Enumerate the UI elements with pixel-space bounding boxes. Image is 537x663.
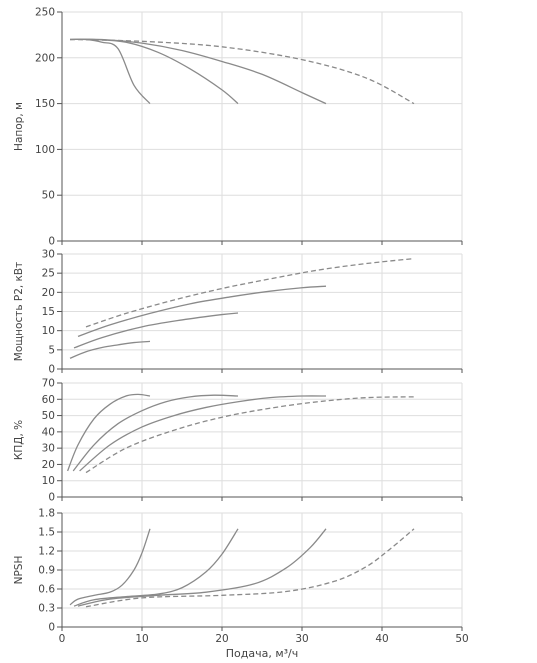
y-tick-label: 0: [48, 236, 55, 248]
y-tick-label: 20: [42, 287, 55, 299]
y-axis-label: КПД, %: [13, 420, 25, 460]
x-tick-label: 50: [455, 633, 468, 645]
series-line-npsh-4: [85, 528, 415, 608]
series-line-efficiency-4: [85, 396, 415, 474]
y-tick-label: 1.5: [38, 527, 55, 539]
y-tick-label: 0: [48, 622, 55, 634]
series-line-head-4: [69, 38, 415, 105]
y-tick-label: 150: [35, 98, 55, 110]
panel-head: 0 50 100 150 200 250 Напор, м: [13, 7, 463, 248]
y-tick-label: 0.3: [38, 603, 55, 615]
series-line-head-1: [69, 38, 151, 105]
y-tick-label: 1.2: [38, 546, 55, 558]
y-tick-label: 20: [42, 459, 55, 471]
series-line-npsh-1: [69, 528, 151, 606]
y-tick-label: 40: [42, 426, 55, 438]
y-tick-label: 200: [35, 52, 55, 64]
y-tick-label: 70: [42, 378, 55, 390]
y-tick-label: 0.9: [38, 565, 55, 577]
y-tick-label: 10: [42, 475, 55, 487]
series-line-head-3: [69, 38, 327, 105]
y-tick-label: 50: [42, 190, 55, 202]
x-tick-label: 20: [215, 633, 228, 645]
series-line-efficiency-2: [72, 394, 239, 472]
y-tick-label: 250: [35, 7, 55, 19]
series-line-power-2: [73, 312, 239, 349]
series-line-power-3: [77, 285, 327, 338]
series-line-power-1: [69, 340, 151, 359]
y-tick-label: 15: [42, 306, 55, 318]
y-axis-label: Напор, м: [13, 102, 25, 151]
y-tick-label: 30: [42, 443, 55, 455]
y-tick-label: 30: [42, 249, 55, 261]
panel-efficiency: 0 10 20 30 40 50 60 70 КПД, %: [13, 378, 463, 504]
x-tick-label: 10: [135, 633, 148, 645]
y-axis-label: NPSH: [13, 556, 25, 585]
series-line-power-4: [85, 257, 415, 328]
y-tick-label: 1.8: [38, 508, 55, 520]
y-tick-label: 0.6: [38, 584, 55, 596]
y-tick-label: 60: [42, 394, 55, 406]
y-tick-label: 0: [48, 364, 55, 376]
series-line-npsh-3: [77, 528, 327, 607]
series-line-head-2: [69, 38, 239, 105]
panel-npsh: 0 0.3 0.6 0.9 1.2 1.5 1.8 0 10 20 30 40 50 NPSH Подача…: [13, 508, 469, 661]
series-line-efficiency-3: [79, 395, 327, 472]
y-tick-label: 25: [42, 268, 55, 280]
series-line-npsh-2: [73, 528, 239, 607]
x-tick-label: 30: [295, 633, 308, 645]
y-tick-label: 5: [48, 344, 55, 356]
x-tick-label: 0: [59, 633, 66, 645]
y-tick-label: 0: [48, 492, 55, 504]
x-tick-label: 40: [375, 633, 388, 645]
y-tick-label: 100: [35, 144, 55, 156]
series-line-efficiency-1: [66, 393, 151, 472]
panel-power: 0 5 10 15 20 25 30 Мощность P2, кВт: [13, 249, 463, 376]
y-tick-label: 50: [42, 410, 55, 422]
y-axis-label: Мощность P2, кВт: [13, 262, 25, 361]
y-tick-label: 10: [42, 325, 55, 337]
x-axis-label: Подача, м³/ч: [226, 647, 299, 660]
